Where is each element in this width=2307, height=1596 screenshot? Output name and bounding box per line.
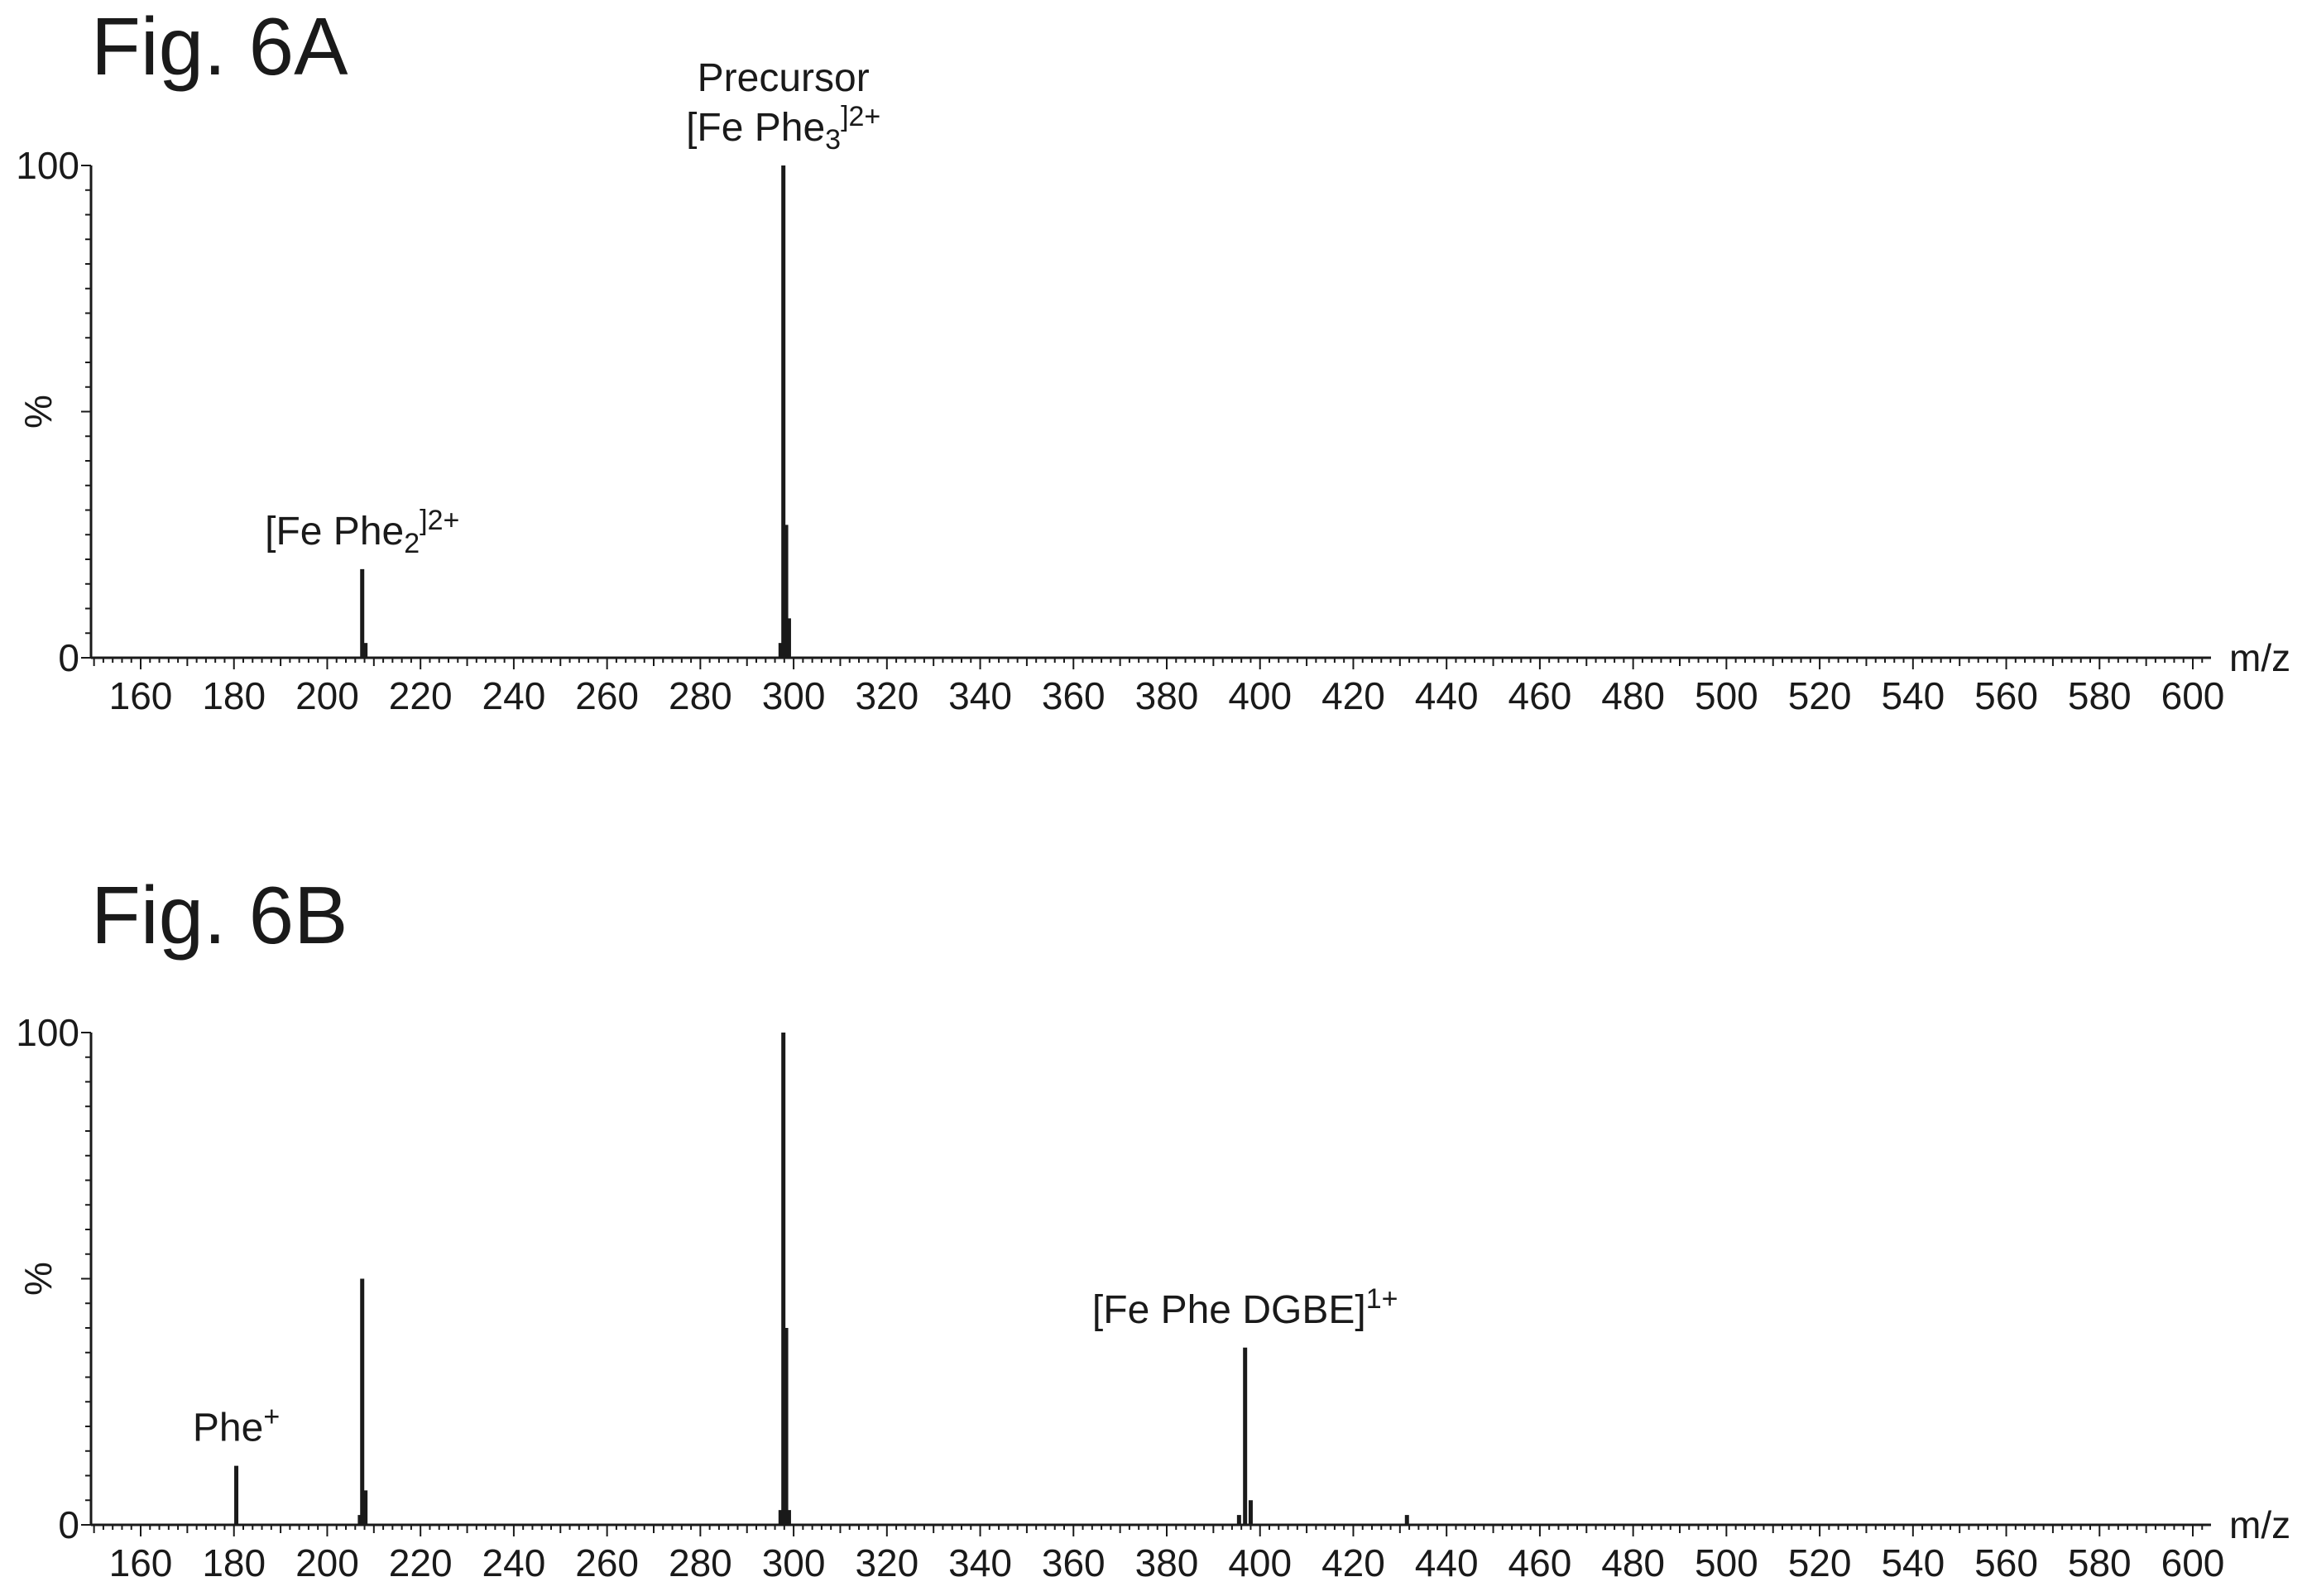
x-tick-label: 300	[762, 674, 826, 717]
x-tick-label: 160	[109, 1541, 173, 1584]
peak-annotation: [Fe Phe3]2+	[686, 101, 880, 156]
x-tick-label: 300	[762, 1541, 826, 1584]
x-tick-label: 180	[202, 1541, 266, 1584]
x-tick-label: 260	[575, 1541, 639, 1584]
peak-annotation: Phe+	[193, 1402, 280, 1450]
x-tick-label: 240	[482, 674, 546, 717]
x-tick-label: 480	[1601, 1541, 1665, 1584]
x-tick-label: 400	[1228, 674, 1292, 717]
chart-title: Fig. 6B	[91, 870, 348, 961]
x-tick-label: 560	[1974, 674, 2038, 717]
x-tick-label: 200	[295, 674, 359, 717]
x-tick-label: 380	[1135, 1541, 1199, 1584]
x-axis-label: m/z	[2229, 1503, 2290, 1546]
x-axis-label: m/z	[2229, 636, 2290, 679]
peak-annotation: Precursor	[698, 56, 870, 100]
x-tick-label: 260	[575, 674, 639, 717]
y-axis-label: %	[17, 395, 60, 429]
x-tick-label: 340	[948, 674, 1012, 717]
x-tick-label: 360	[1042, 674, 1106, 717]
x-tick-label: 360	[1042, 1541, 1106, 1584]
x-tick-label: 380	[1135, 674, 1199, 717]
x-tick-label: 480	[1601, 674, 1665, 717]
x-tick-label: 240	[482, 1541, 546, 1584]
x-tick-label: 520	[1788, 674, 1852, 717]
x-tick-label: 420	[1321, 1541, 1385, 1584]
x-tick-label: 440	[1415, 674, 1479, 717]
x-tick-label: 540	[1881, 1541, 1945, 1584]
x-tick-label: 600	[2161, 1541, 2225, 1584]
x-tick-label: 180	[202, 674, 266, 717]
x-tick-label: 520	[1788, 1541, 1852, 1584]
x-tick-label: 220	[389, 674, 453, 717]
y-tick-label: 100	[16, 1011, 79, 1054]
x-tick-label: 540	[1881, 674, 1945, 717]
x-tick-label: 200	[295, 1541, 359, 1584]
chart-panel-b: Fig. 6B 0 100% 160 180 200 220 240 260 280 300 320 3…	[16, 870, 2290, 1584]
y-tick-label: 0	[58, 1503, 79, 1546]
x-tick-label: 280	[669, 674, 732, 717]
x-tick-label: 160	[109, 674, 173, 717]
x-tick-label: 500	[1695, 1541, 1758, 1584]
x-tick-label: 580	[2068, 674, 2132, 717]
x-tick-label: 320	[855, 674, 918, 717]
x-tick-label: 500	[1695, 674, 1758, 717]
x-tick-label: 440	[1415, 1541, 1479, 1584]
x-tick-label: 340	[948, 1541, 1012, 1584]
x-tick-label: 400	[1228, 1541, 1292, 1584]
x-tick-label: 560	[1974, 1541, 2038, 1584]
x-tick-label: 320	[855, 1541, 918, 1584]
x-tick-label: 600	[2161, 674, 2225, 717]
x-tick-label: 220	[389, 1541, 453, 1584]
chart-panel-a: Fig. 6A 0 100% 160 180 200 220 240 260 280 300 320 3…	[16, 1, 2290, 717]
y-axis-label: %	[17, 1262, 60, 1296]
y-tick-label: 0	[58, 636, 79, 679]
y-tick-label: 100	[16, 144, 79, 187]
peak-annotation: [Fe Phe DGBE]1+	[1092, 1283, 1398, 1332]
x-tick-label: 280	[669, 1541, 732, 1584]
peak-annotation: [Fe Phe2]2+	[265, 505, 459, 559]
x-tick-label: 420	[1321, 674, 1385, 717]
x-tick-label: 580	[2068, 1541, 2132, 1584]
chart-title: Fig. 6A	[91, 1, 348, 92]
x-tick-label: 460	[1508, 674, 1572, 717]
x-tick-label: 460	[1508, 1541, 1572, 1584]
